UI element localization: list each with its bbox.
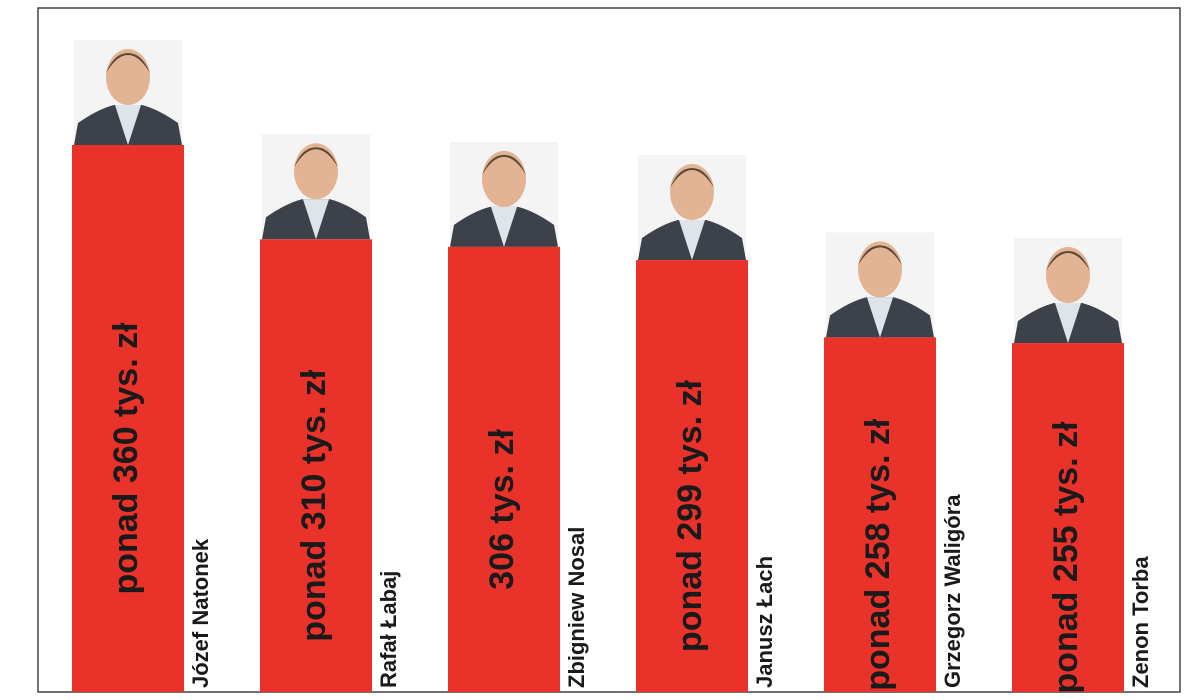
category-label: Zenon Torba: [1128, 556, 1153, 688]
bar: [72, 145, 184, 692]
value-label: ponad 255 tys. zł: [1047, 421, 1085, 694]
bar: [636, 260, 748, 692]
portrait-hair: [670, 168, 714, 189]
portrait: [74, 40, 182, 145]
category-label: Rafał Łabaj: [376, 571, 401, 688]
portrait: [638, 155, 746, 261]
value-label: ponad 258 tys. zł: [859, 418, 897, 691]
portrait: [826, 232, 934, 338]
category-label: Zbigniew Nosal: [564, 527, 589, 688]
portrait-shirt: [1055, 303, 1081, 344]
portrait-hair: [858, 245, 902, 266]
bar: [260, 239, 372, 692]
value-label: ponad 299 tys. zł: [671, 379, 709, 652]
portrait-head: [858, 241, 902, 298]
portrait-shirt: [115, 105, 141, 145]
bar: [824, 337, 936, 692]
portrait-hair: [106, 53, 150, 73]
portrait-head: [294, 143, 338, 200]
value-label: 306 tys. zł: [483, 429, 521, 590]
bar: [448, 246, 560, 693]
portrait: [450, 141, 558, 247]
portrait: [1014, 238, 1122, 344]
category-label: Janusz Łach: [752, 556, 777, 688]
bar: [1012, 343, 1124, 692]
portrait-shirt: [303, 199, 329, 240]
category-label: Grzegorz Waligóra: [940, 494, 965, 688]
portrait-head: [670, 164, 714, 221]
portrait-hair: [482, 154, 526, 175]
portrait-head: [106, 49, 150, 105]
portrait-shirt: [491, 206, 517, 247]
portrait-shirt: [867, 297, 893, 338]
portrait-hair: [294, 147, 338, 168]
portrait-head: [1046, 247, 1090, 304]
category-label: Józef Natonek: [188, 538, 213, 688]
portrait-hair: [1046, 251, 1090, 272]
value-label: ponad 360 tys. zł: [107, 322, 145, 595]
portrait: [262, 134, 370, 240]
portrait-head: [482, 150, 526, 207]
portrait-shirt: [679, 220, 705, 261]
frame: [37, 7, 1181, 693]
value-label: ponad 310 tys. zł: [295, 369, 333, 642]
